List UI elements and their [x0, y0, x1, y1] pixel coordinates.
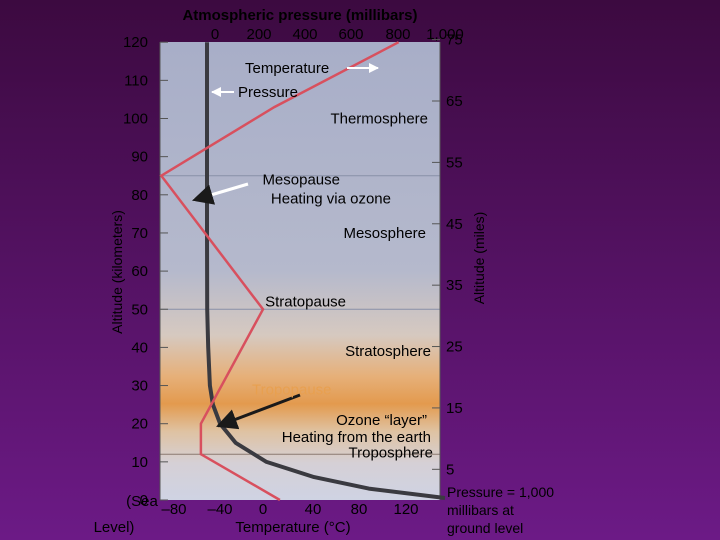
- chart-title: Atmospheric pressure (millibars): [182, 7, 417, 24]
- annotation-tropopause: Tropopause: [252, 381, 332, 398]
- temperature-tick-label: –80: [161, 501, 186, 518]
- ozone-arrow: [216, 393, 301, 430]
- left-axis-label: Altitude (kilometers): [109, 210, 125, 334]
- left-axis-tick-label: 100: [123, 111, 148, 128]
- annotation-ozone-layer: Ozone “layer”: [336, 412, 427, 429]
- annotations: Thermosphere Mesopause Heating via ozone Me…: [252, 111, 433, 462]
- temperature-tick-label: –40: [207, 501, 232, 518]
- left-axis-tick-label: 90: [131, 149, 148, 166]
- right-axis-tick-label: 25: [446, 339, 463, 356]
- ground-pressure-note-line1: Pressure = 1,000: [447, 484, 554, 500]
- mesopause-arrow: [191, 182, 249, 205]
- sea-level-label-line1: (Sea: [126, 493, 158, 510]
- legend-temperature-label: Temperature: [245, 60, 329, 77]
- annotation-troposphere: Troposphere: [349, 444, 434, 461]
- annotation-thermosphere: Thermosphere: [330, 111, 428, 128]
- ground-pressure-note-line3: ground level: [447, 520, 523, 536]
- left-axis-tick-label: 120: [123, 34, 148, 51]
- ground-pressure-note-line2: millibars at: [447, 502, 514, 518]
- pressure-tick-label: 0: [211, 26, 219, 43]
- pressure-tick-label: 800: [385, 26, 410, 43]
- right-axis-tick-label: 65: [446, 93, 463, 110]
- annotation-stratopause: Stratopause: [265, 294, 346, 311]
- temperature-tick-labels: –80 –40 0 40 80 120: [161, 501, 418, 518]
- left-axis-tick-label: 110: [124, 72, 148, 89]
- left-axis-tick-label: 10: [131, 454, 148, 471]
- pressure-tick-label: 600: [338, 26, 363, 43]
- left-axis-tick-label: 0: [140, 492, 148, 509]
- right-axis-ticks: 75 65 55 45 35 25 15 5: [432, 32, 463, 478]
- right-axis-tick-label: 15: [446, 400, 463, 417]
- temperature-tick-label: 120: [393, 501, 418, 518]
- annotation-heating-from-the-earth: Heating from the earth: [282, 429, 431, 446]
- sea-level-label-line2: Level): [94, 519, 135, 536]
- left-axis-tick-label: 80: [131, 187, 148, 204]
- left-axis-tick-label: 20: [131, 416, 148, 433]
- pressure-tick-label: 200: [246, 26, 271, 43]
- temperature-series-line: [159, 41, 400, 502]
- left-axis-tick-label: 50: [131, 301, 148, 318]
- right-axis-tick-label: 5: [446, 461, 454, 478]
- legend-pressure-label: Pressure: [238, 84, 298, 101]
- annotation-stratosphere: Stratosphere: [345, 343, 431, 360]
- right-axis-tick-label: 45: [446, 216, 463, 233]
- temperature-tick-label: 80: [351, 501, 368, 518]
- pressure-tick-labels: 0 200 400 600 800 1,000: [211, 26, 464, 43]
- annotation-mesopause: Mesopause: [262, 172, 340, 189]
- temperature-tick-label: 0: [259, 501, 267, 518]
- right-axis-tick-label: 75: [446, 32, 463, 49]
- temperature-tick-label: 40: [305, 501, 322, 518]
- temperature-axis-label: Temperature (°C): [235, 519, 350, 536]
- right-axis-tick-label: 35: [446, 277, 463, 294]
- right-axis-tick-label: 55: [446, 154, 463, 171]
- pressure-tick-label: 1,000: [426, 26, 464, 43]
- annotation-heating-via-ozone: Heating via ozone: [271, 191, 391, 208]
- left-axis-tick-label: 60: [131, 263, 148, 280]
- pressure-tick-label: 400: [292, 26, 317, 43]
- left-axis-tick-label: 30: [131, 378, 148, 395]
- left-axis-tick-label: 40: [131, 339, 148, 356]
- left-axis-tick-label: 70: [131, 225, 148, 242]
- annotation-mesosphere: Mesosphere: [343, 225, 426, 242]
- right-axis-label: Altitude (miles): [471, 212, 487, 305]
